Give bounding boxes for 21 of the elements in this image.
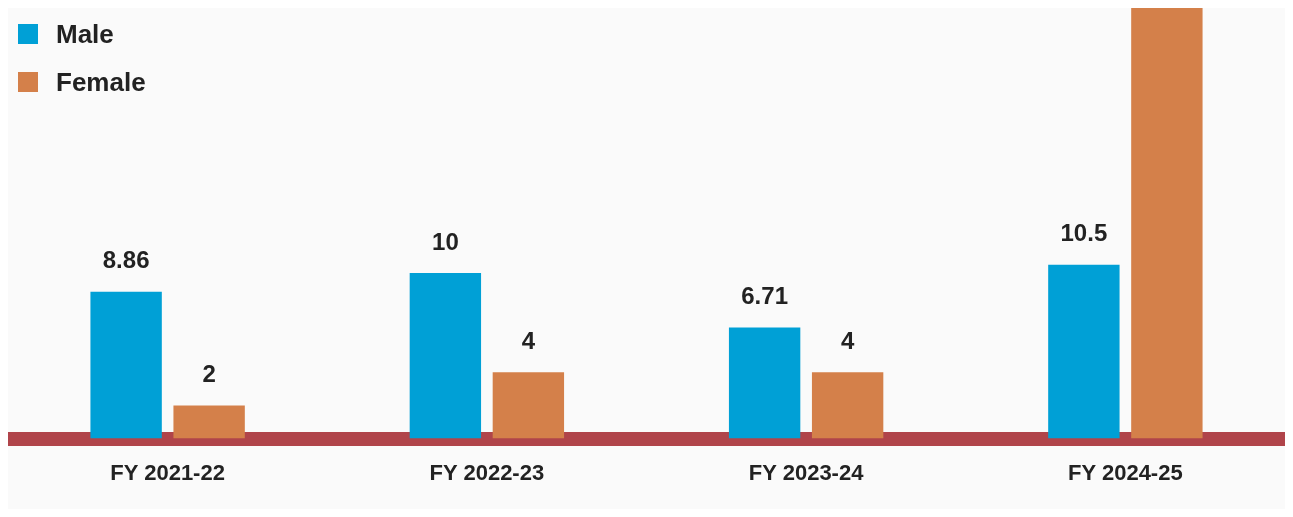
bar — [811, 372, 884, 439]
data-label: 4 — [840, 326, 855, 354]
bar — [492, 372, 565, 439]
data-label: 10 — [432, 227, 459, 255]
data-label: 4 — [521, 326, 536, 354]
bar — [1048, 264, 1120, 439]
bar — [728, 327, 801, 439]
legend-label: Male — [56, 18, 114, 50]
legend-label: Female — [56, 66, 146, 98]
bar — [90, 291, 162, 439]
bar — [1131, 8, 1203, 439]
x-tick-label: FY 2022-23 — [429, 459, 545, 485]
data-label: 2 — [202, 360, 216, 388]
x-tick-label: FY 2024-25 — [1068, 459, 1183, 485]
bar — [173, 405, 245, 439]
data-label: 8.86 — [102, 246, 150, 274]
x-tick-label: FY 2021-22 — [110, 459, 225, 485]
bar — [409, 272, 482, 439]
x-tick-label: FY 2023-24 — [748, 459, 865, 485]
data-label: 10.5 — [1060, 219, 1108, 247]
data-label: 6.71 — [741, 282, 788, 310]
